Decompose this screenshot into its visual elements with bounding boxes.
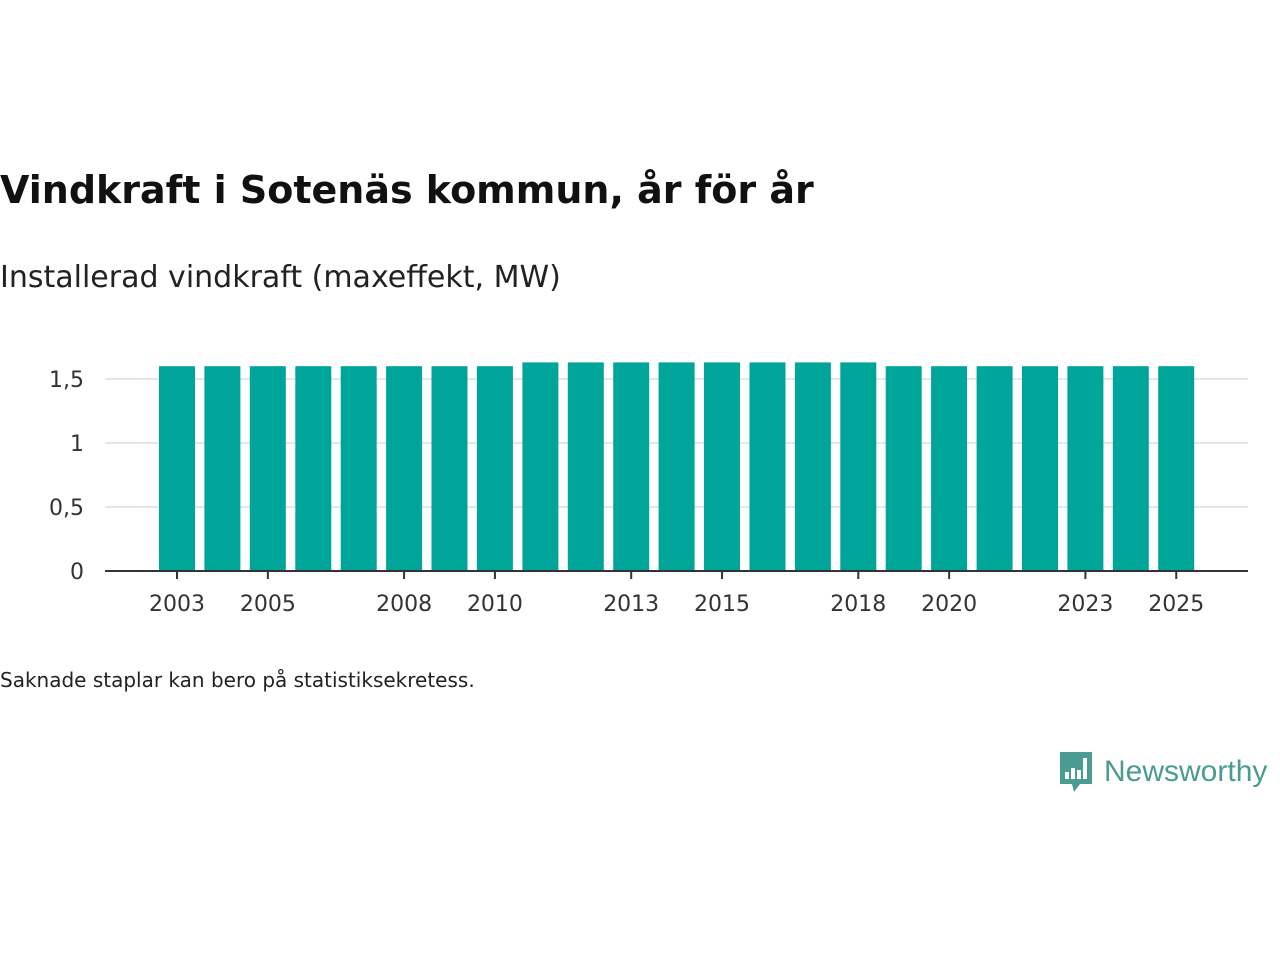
bar-2016 bbox=[749, 362, 786, 571]
bars bbox=[159, 362, 1195, 571]
bar-2024 bbox=[1112, 366, 1149, 571]
bar-2005 bbox=[249, 366, 286, 571]
x-tick-label: 2015 bbox=[694, 592, 750, 617]
bar-2025 bbox=[1158, 366, 1195, 571]
bar-2004 bbox=[204, 366, 241, 571]
bar-2009 bbox=[431, 366, 468, 571]
x-tick-label: 2008 bbox=[376, 592, 432, 617]
chart-title: Vindkraft i Sotenäs kommun, år för år bbox=[0, 168, 814, 212]
brand-logo: Newsworthy bbox=[1058, 748, 1267, 796]
x-tick-label: 2025 bbox=[1148, 592, 1204, 617]
x-tick-label: 2005 bbox=[240, 592, 296, 617]
bar-2019 bbox=[885, 366, 922, 571]
bar-2008 bbox=[386, 366, 423, 571]
x-tick-label: 2003 bbox=[149, 592, 205, 617]
bar-2020 bbox=[931, 366, 968, 571]
bar-2017 bbox=[794, 362, 831, 571]
bar-chart: 0 0,5 1 1,5 2003 2005 2008 2010 2013 2015 2018 2020… bbox=[0, 340, 1280, 630]
chart-subtitle: Installerad vindkraft (maxeffekt, MW) bbox=[0, 260, 561, 295]
x-tick-label: 2023 bbox=[1057, 592, 1113, 617]
bar-2006 bbox=[295, 366, 332, 571]
brand-name: Newsworthy bbox=[1104, 755, 1268, 788]
bar-2011 bbox=[522, 362, 559, 571]
bar-2013 bbox=[613, 362, 650, 571]
bar-2003 bbox=[159, 366, 195, 571]
newsworthy-logo-icon bbox=[1060, 752, 1092, 792]
y-tick-label: 1 bbox=[70, 432, 84, 457]
bar-chart-svg: 0 0,5 1 1,5 2003 2005 2008 2010 2013 2015 2018 2020… bbox=[49, 362, 1248, 617]
bar-2015 bbox=[704, 362, 740, 571]
bar-2010 bbox=[476, 366, 513, 571]
x-tick-label: 2010 bbox=[467, 592, 523, 617]
y-tick-label: 0 bbox=[70, 560, 84, 585]
axes: 0 0,5 1 1,5 2003 2005 2008 2010 2013 2015 2018 2020… bbox=[49, 368, 1248, 617]
bar-2023 bbox=[1067, 366, 1104, 571]
bar-2022 bbox=[1022, 366, 1058, 571]
y-tick-label: 1,5 bbox=[49, 368, 84, 393]
bar-2012 bbox=[567, 362, 604, 571]
bar-2007 bbox=[340, 366, 377, 571]
bar-2018 bbox=[840, 362, 877, 571]
bar-2021 bbox=[976, 366, 1013, 571]
x-tick-label: 2018 bbox=[830, 592, 886, 617]
x-tick-label: 2013 bbox=[603, 592, 659, 617]
bar-2014 bbox=[658, 362, 695, 571]
x-tick-label: 2020 bbox=[921, 592, 977, 617]
y-tick-label: 0,5 bbox=[49, 496, 84, 521]
footnote: Saknade staplar kan bero på statistiksek… bbox=[0, 668, 475, 692]
